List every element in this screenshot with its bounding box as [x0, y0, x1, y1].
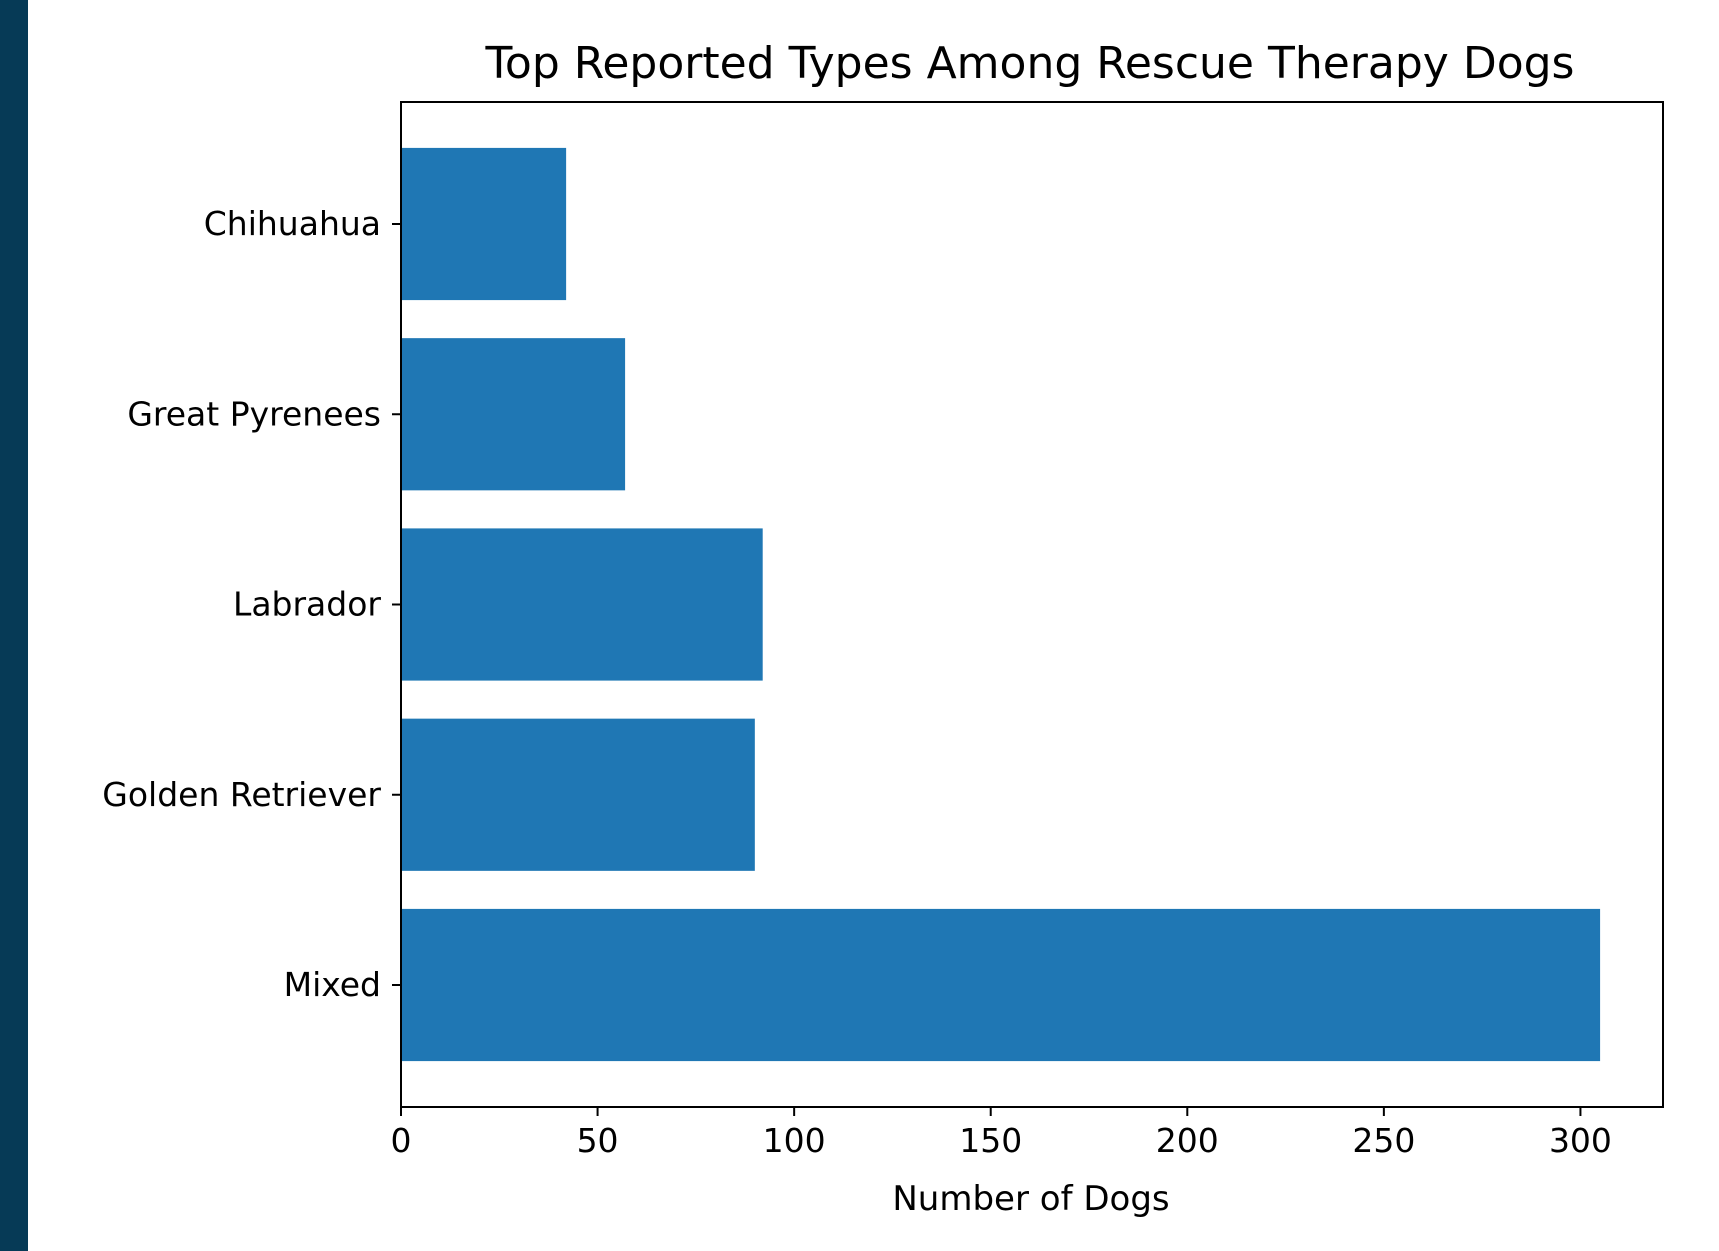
x-tick-label: 250	[1352, 1121, 1415, 1160]
y-axis: Mixed Golden Retriever Labrador Great Pyren…	[102, 204, 401, 1004]
x-axis: 0 50 100 150 200 250 300	[391, 1107, 1612, 1160]
x-tick-label: 150	[959, 1121, 1022, 1160]
bar-great-pyrenees	[401, 338, 626, 491]
x-tick-label: 100	[763, 1121, 826, 1160]
y-tick-label: Chihuahua	[204, 204, 381, 243]
bar-labrador	[401, 528, 763, 681]
bar-chihuahua	[401, 147, 567, 301]
x-tick-label: 50	[577, 1121, 619, 1160]
bars-group	[401, 147, 1601, 1062]
x-tick-label: 200	[1156, 1121, 1219, 1160]
bar-mixed	[401, 908, 1601, 1062]
x-axis-label: Number of Dogs	[892, 1179, 1169, 1219]
y-tick-label: Golden Retriever	[102, 775, 381, 814]
x-tick-label: 0	[391, 1121, 412, 1160]
y-tick-label: Mixed	[284, 965, 381, 1004]
y-tick-label: Labrador	[233, 585, 381, 624]
chart-title: Top Reported Types Among Rescue Therapy …	[485, 38, 1575, 89]
x-tick-label: 300	[1549, 1121, 1612, 1160]
bar-golden-retriever	[401, 718, 755, 871]
y-tick-label: Great Pyrenees	[127, 394, 381, 433]
